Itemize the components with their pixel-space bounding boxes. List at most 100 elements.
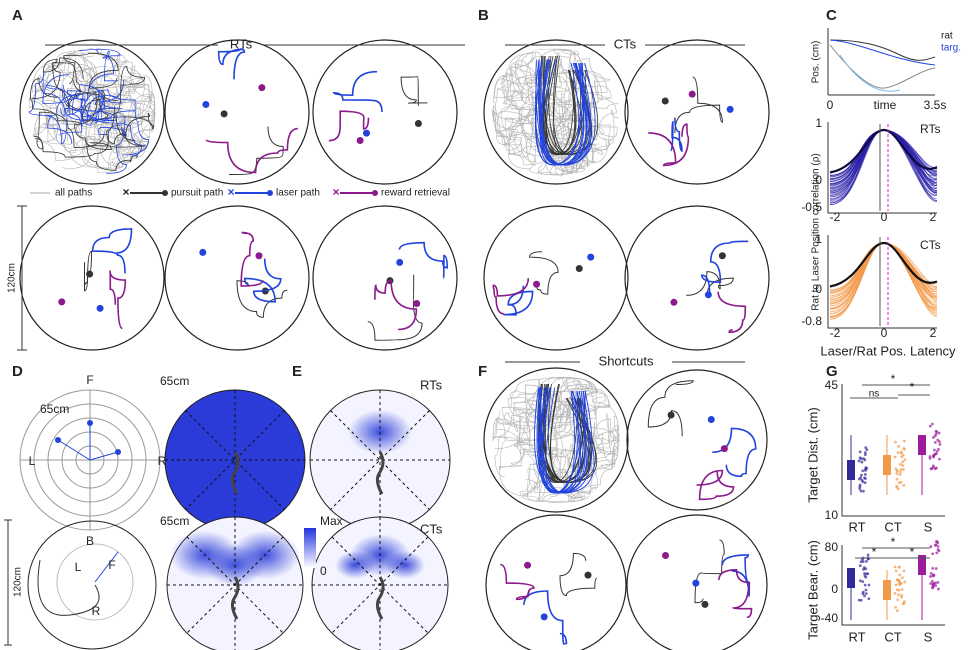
vector-tip (115, 449, 121, 455)
point (864, 588, 868, 592)
panel-label: B (478, 7, 489, 24)
point (858, 456, 862, 460)
point (931, 586, 934, 590)
sector-line (331, 536, 429, 634)
correlation-curve (829, 242, 938, 310)
laser-vector (94, 551, 119, 583)
arena (626, 369, 768, 511)
point (900, 593, 904, 597)
path-end (58, 298, 66, 306)
panel-title: CTs (614, 36, 637, 51)
trace (829, 39, 936, 61)
point (900, 455, 904, 459)
pursuit-path (674, 76, 723, 134)
direction-label: R (92, 604, 101, 618)
path-end (396, 258, 404, 266)
vector (57, 439, 91, 461)
point (896, 487, 900, 491)
point (901, 464, 905, 467)
all-path (528, 403, 575, 463)
point (937, 431, 941, 435)
point (928, 424, 932, 428)
all-path (492, 376, 567, 438)
direction-label: L (75, 560, 82, 574)
point (864, 468, 867, 472)
path-end (255, 252, 263, 260)
point (935, 430, 939, 434)
point (936, 545, 940, 548)
tick-label: -2 (830, 326, 841, 340)
point (857, 459, 861, 463)
point (866, 553, 870, 557)
reward-path (328, 110, 370, 142)
point (897, 444, 901, 448)
pursuit-path (686, 271, 734, 297)
laser-path (243, 258, 282, 303)
reward-path (240, 231, 264, 287)
laser-path (332, 70, 383, 113)
tick-label: -0.5 (801, 200, 822, 214)
panel-title: Shortcuts (599, 353, 654, 368)
laser-path (536, 387, 580, 494)
path-end (726, 105, 734, 113)
axis-label: Rat to Laser Position correlation (ρ) (811, 153, 822, 310)
point (902, 439, 906, 443)
point (899, 470, 902, 474)
legend-marker (162, 190, 168, 196)
trace (829, 39, 936, 66)
arena (624, 39, 770, 185)
point (860, 473, 863, 477)
legend-label: all paths (55, 188, 92, 199)
panel-title: RTs (230, 36, 253, 51)
point (929, 545, 933, 548)
all-path (32, 106, 97, 142)
vector-tip (87, 420, 93, 426)
significance: * (891, 372, 896, 386)
point (937, 587, 940, 591)
rat-icon (375, 576, 385, 620)
all-path (564, 418, 593, 502)
arena (485, 514, 627, 650)
panel-label: D (12, 363, 23, 380)
path-end (688, 90, 696, 98)
pursuit-path (33, 111, 105, 150)
all-path (554, 377, 597, 438)
point (933, 434, 937, 438)
point (932, 448, 936, 452)
all-path (494, 67, 572, 121)
point (893, 455, 897, 459)
pursuit-path (45, 85, 136, 126)
path-end (720, 445, 728, 453)
point (933, 452, 937, 456)
point (894, 440, 897, 444)
axis-label: Target Bear. (cm) (805, 540, 820, 640)
point (931, 422, 934, 426)
vector (89, 451, 119, 461)
point (863, 473, 867, 476)
box-plots (841, 384, 945, 626)
laser-path (535, 59, 587, 166)
arena (483, 205, 629, 351)
point (928, 575, 932, 578)
axis-label: time (874, 98, 897, 112)
point (934, 543, 938, 547)
plot-title: CTs (920, 238, 941, 252)
point (929, 582, 933, 585)
laser-path (217, 48, 246, 80)
arena (624, 205, 770, 351)
point (858, 579, 862, 583)
panel-label: E (292, 363, 302, 380)
legend-label: targ. (941, 43, 961, 54)
correlation-curve (829, 242, 938, 310)
path-end (96, 304, 104, 312)
point (934, 584, 938, 588)
point (900, 588, 904, 591)
heat-blob (385, 551, 425, 579)
point (867, 597, 871, 601)
all-path (491, 106, 523, 148)
point (896, 451, 900, 455)
all-path (504, 106, 541, 141)
pursuit-path (88, 106, 146, 148)
category-label: CT (884, 519, 901, 534)
point (936, 581, 940, 584)
